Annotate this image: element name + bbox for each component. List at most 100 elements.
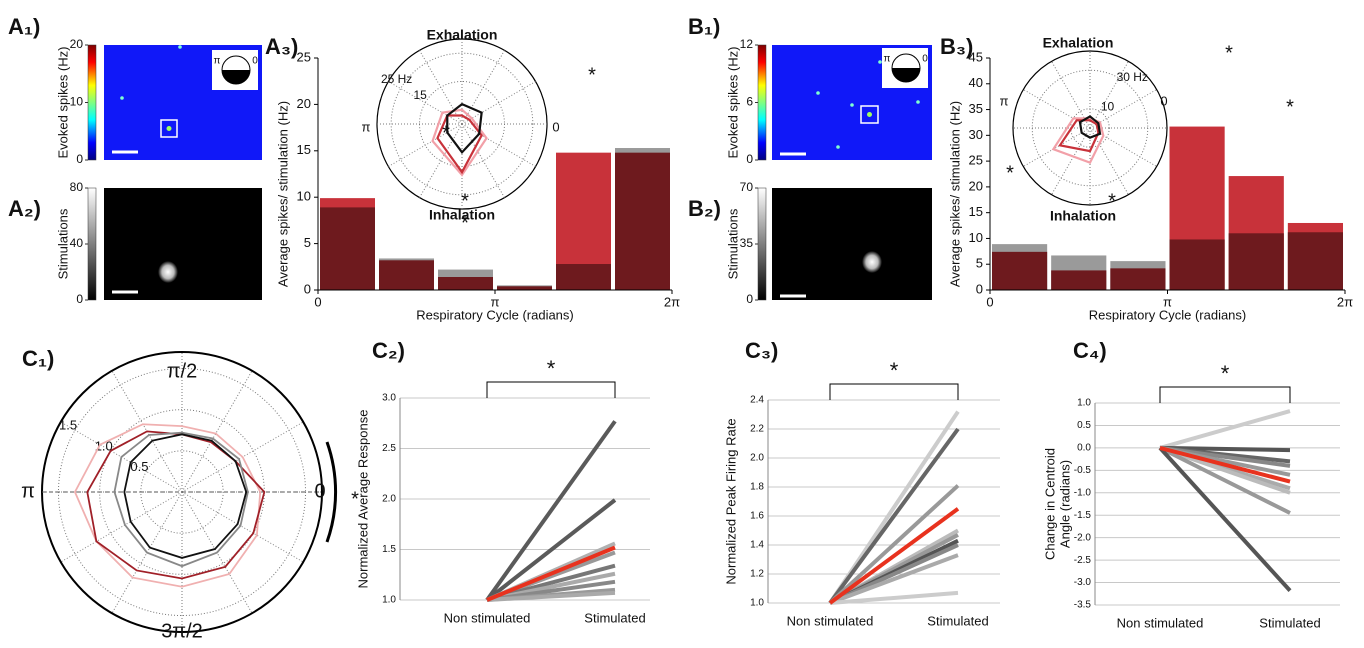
- y-tick-label: 40: [969, 75, 983, 90]
- hotspot: [120, 96, 124, 100]
- axis-label: Average spikes/ stimulation (Hz): [947, 101, 962, 287]
- y-tick-label: 5: [976, 256, 983, 271]
- axis-label: Stimulations: [55, 208, 70, 279]
- panel-label: C₁): [22, 346, 54, 371]
- y-tick-label: 0: [304, 281, 311, 296]
- colorbar-tick-label: 0: [746, 152, 753, 166]
- colorbar-tick-label: 6: [746, 95, 753, 109]
- y-tick-label: 1.0: [382, 595, 396, 606]
- polar-annotation: *: [442, 122, 450, 144]
- phase-label: π: [884, 54, 891, 65]
- colorbar-tick-label: 0: [746, 292, 753, 306]
- theta-label: 0: [314, 480, 325, 502]
- y-tick-label: 10: [969, 230, 983, 245]
- theta-label: 0: [1160, 93, 1167, 108]
- axis-label: Angle (radians): [1057, 460, 1072, 548]
- y-tick-label: 2.4: [750, 395, 764, 406]
- bar: [438, 277, 493, 290]
- blob: [862, 251, 882, 273]
- colorbar-tick-label: 10: [70, 95, 84, 109]
- x-tick-label: Non stimulated: [444, 610, 531, 625]
- x-tick-label: Stimulated: [927, 613, 988, 628]
- axis-label: Normalized Peak Firing Rate: [723, 418, 738, 584]
- bar: [1229, 233, 1284, 290]
- bar: [1110, 268, 1165, 290]
- y-tick-label: 20: [297, 96, 311, 111]
- y-tick-label: 0: [976, 281, 983, 296]
- y-tick-label: 15: [969, 204, 983, 219]
- y-tick-label: 1.2: [750, 569, 764, 580]
- panel-label: C₂): [372, 338, 405, 363]
- bar: [320, 207, 375, 290]
- phase-label: 0: [922, 54, 928, 65]
- axis-label: Average spikes/ stimulation (Hz): [275, 101, 290, 287]
- y-tick-label: -0.5: [1074, 465, 1092, 476]
- polar-tick-label: 30 Hz: [1117, 70, 1148, 84]
- axis-label: Stimulations: [725, 208, 740, 279]
- y-tick-label: 1.0: [1077, 398, 1091, 409]
- y-tick-label: 30: [969, 127, 983, 142]
- hotspot: [916, 100, 920, 104]
- axis-label: Evoked spikes (Hz): [55, 47, 70, 159]
- x-tick-label: 0: [314, 294, 321, 309]
- x-tick-label: 2π: [664, 294, 680, 309]
- significance-star: *: [588, 64, 596, 86]
- x-tick-label: Non stimulated: [787, 613, 874, 628]
- y-tick-label: 3.0: [382, 393, 396, 404]
- y-tick-label: -3.5: [1074, 600, 1092, 611]
- bar: [992, 252, 1047, 290]
- y-tick-label: 2.0: [382, 494, 396, 505]
- y-tick-label: 45: [969, 49, 983, 64]
- y-tick-label: 1.5: [382, 544, 396, 555]
- x-tick-label: 0: [986, 294, 993, 309]
- significance-star: *: [890, 358, 899, 383]
- colorbar-tick-label: 0: [76, 292, 83, 306]
- colorbar-tick-label: 20: [70, 37, 84, 51]
- y-tick-label: 1.0: [750, 598, 764, 609]
- series-line: [1160, 411, 1290, 448]
- theta-label: π: [362, 119, 371, 134]
- roi-spot: [867, 112, 872, 117]
- polar-tick-label: 25 Hz: [381, 72, 412, 86]
- hotspot: [816, 91, 820, 95]
- y-tick-label: 2.2: [750, 424, 764, 435]
- x-axis-label: Respiratory Cycle (radians): [1089, 307, 1247, 322]
- theta-label: 3π/2: [161, 620, 203, 642]
- theta-label: π/2: [167, 360, 197, 382]
- y-tick-label: 2.5: [382, 443, 396, 454]
- x-tick-label: Stimulated: [1259, 615, 1320, 630]
- bar: [1288, 232, 1343, 290]
- y-tick-label: 1.4: [750, 540, 764, 551]
- y-tick-label: 1.8: [750, 482, 764, 493]
- significance-star: *: [1286, 96, 1294, 118]
- colorbar-tick-label: 80: [70, 180, 84, 194]
- panel-label: B₂): [688, 196, 721, 221]
- y-tick-label: 5: [304, 235, 311, 250]
- x-tick-label: 2π: [1337, 294, 1353, 309]
- figure: A₁)01020Evoked spikes (Hz)π0A₂)04080Stim…: [0, 0, 1364, 648]
- y-tick-label: -1.5: [1074, 510, 1092, 521]
- colorbar-tick-label: 0: [76, 152, 83, 166]
- hotspot: [178, 45, 182, 49]
- axis-label: Change in Centroid: [1042, 448, 1057, 560]
- panel-label: C₄): [1073, 338, 1107, 363]
- colorbar: [758, 188, 766, 300]
- bar: [615, 153, 670, 290]
- polar-annotation: Exhalation: [427, 27, 498, 43]
- bar: [497, 286, 552, 290]
- y-tick-label: 15: [297, 142, 311, 157]
- polar-annotation: Exhalation: [1043, 35, 1114, 51]
- theta-label: π: [1000, 93, 1009, 108]
- polar-annotation: *: [1006, 162, 1014, 184]
- colorbar: [88, 45, 96, 160]
- colorbar-tick-label: 12: [740, 37, 754, 51]
- y-tick-label: 35: [969, 101, 983, 116]
- y-tick-label: 1.6: [750, 511, 764, 522]
- y-tick-label: -3.0: [1074, 577, 1092, 588]
- axis-label: Evoked spikes (Hz): [725, 47, 740, 159]
- blob: [158, 261, 178, 283]
- bar: [556, 264, 611, 290]
- colorbar-tick-label: 70: [740, 180, 754, 194]
- y-tick-label: -2.5: [1074, 555, 1092, 566]
- significance-star: *: [547, 356, 556, 381]
